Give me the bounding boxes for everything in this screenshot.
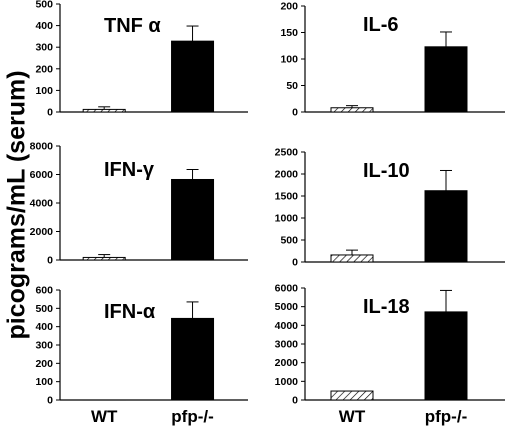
bar-WT <box>331 108 373 112</box>
panel-title: IL-10 <box>363 160 410 182</box>
panel-title: TNF α <box>104 15 161 37</box>
y-tick-label: 500 <box>35 303 53 315</box>
y-tick-label: 150 <box>280 27 298 39</box>
y-tick-label: 1000 <box>275 213 299 225</box>
y-tick-label: 500 <box>280 235 298 247</box>
y-tick-label: 5000 <box>275 301 299 313</box>
y-tick-label: 2500 <box>275 147 299 159</box>
y-tick-label: 0 <box>47 395 53 407</box>
panel-title: IL-6 <box>363 14 399 36</box>
chart-panel-0: 0 100 200 300 400 500 TNF α <box>35 0 248 119</box>
y-tick-label: 100 <box>280 54 298 66</box>
bar-WT <box>331 255 373 262</box>
panel-title: IFN-α <box>104 301 156 323</box>
bar-WT <box>331 391 373 400</box>
panel-title: IFN-γ <box>104 159 155 181</box>
y-tick-label: 6000 <box>275 283 299 295</box>
y-tick-label: 0 <box>47 255 53 267</box>
y-tick-label: 0 <box>292 257 298 269</box>
chart-panel-4: 0 100 200 300 400 500 600 WT pfp-/- IFN-α <box>35 285 248 427</box>
y-tick-label: 400 <box>35 20 53 32</box>
chart-panel-3: 0 500 1000 1500 2000 2500 IL-10 <box>275 147 505 269</box>
bar-pfp-/- <box>425 47 467 112</box>
y-tick-label: 300 <box>35 42 53 54</box>
y-tick-label: 200 <box>280 1 298 13</box>
panel-title: IL-18 <box>363 296 410 318</box>
y-tick-label: 2000 <box>275 357 299 369</box>
y-tick-label: 100 <box>35 376 53 388</box>
y-tick-label: 100 <box>35 85 53 97</box>
x-tick-label: WT <box>91 407 118 426</box>
y-tick-label: 0 <box>47 107 53 119</box>
chart-panel-1: 0 50 100 150 200 IL-6 <box>280 1 505 119</box>
y-axis-label-wrap: picograms/mL (serum) <box>0 0 34 430</box>
y-tick-label: 300 <box>35 340 53 352</box>
bar-pfp-/- <box>425 191 467 262</box>
y-tick-label: 3000 <box>275 339 299 351</box>
y-tick-label: 4000 <box>275 320 299 332</box>
bar-pfp-/- <box>425 312 467 400</box>
x-tick-label: pfp-/- <box>171 407 213 426</box>
bar-WT <box>83 257 125 260</box>
bar-pfp-/- <box>172 318 214 400</box>
y-tick-label: 50 <box>286 80 298 92</box>
y-tick-label: 0 <box>292 395 298 407</box>
y-tick-label: 2000 <box>275 169 299 181</box>
y-tick-label: 400 <box>35 321 53 333</box>
x-tick-label: WT <box>339 407 366 426</box>
bar-WT <box>83 109 125 112</box>
x-tick-label: pfp-/- <box>425 407 467 426</box>
bar-pfp-/- <box>172 179 214 260</box>
y-tick-label: 500 <box>35 0 53 11</box>
y-tick-label: 600 <box>35 285 53 297</box>
y-tick-label: 0 <box>292 107 298 119</box>
y-tick-label: 200 <box>35 358 53 370</box>
chart-panel-5: 0 1000 2000 3000 4000 5000 6000 WT pfp-/- IL-18 <box>275 283 505 427</box>
y-tick-label: 200 <box>35 63 53 75</box>
y-axis-label: picograms/mL (serum) <box>3 70 32 339</box>
y-tick-label: 1000 <box>275 376 299 388</box>
chart-panels: 0 100 200 300 400 500 TNF α 0 50 100 150 200 IL-6 0 20… <box>30 0 505 426</box>
y-tick-label: 1500 <box>275 191 299 203</box>
bar-pfp-/- <box>172 41 214 112</box>
